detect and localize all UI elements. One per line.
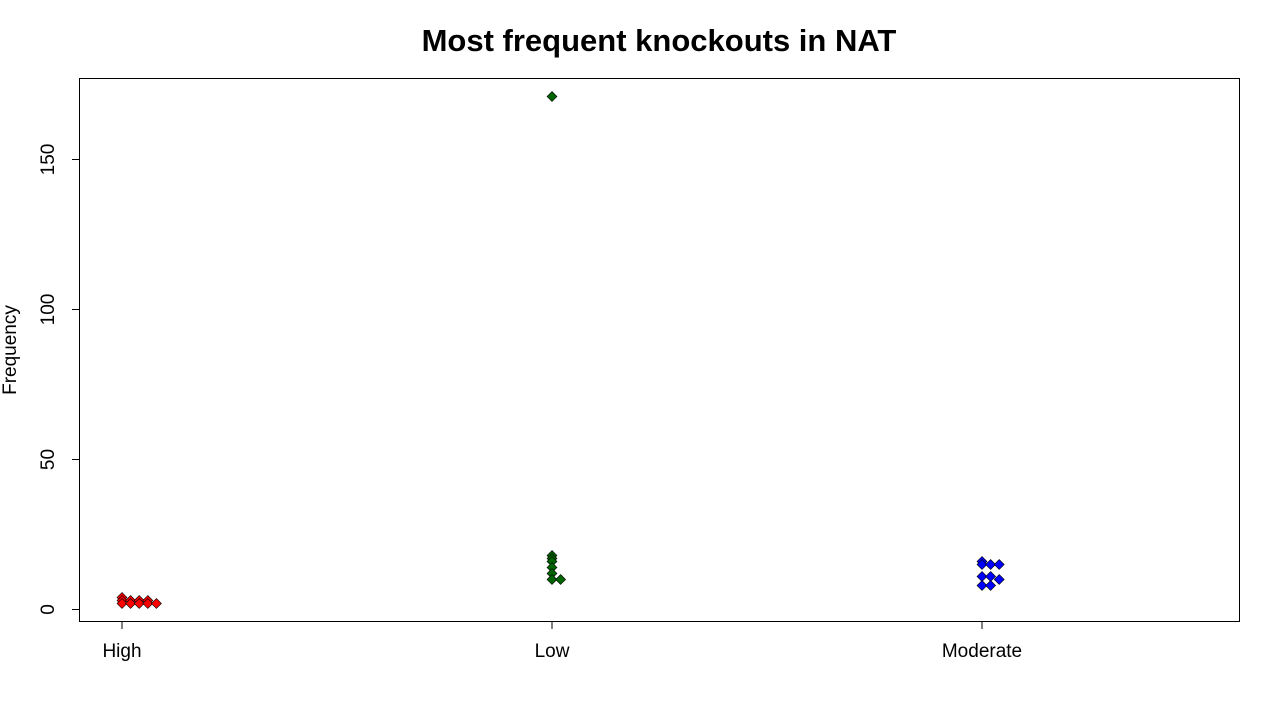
data-point-high <box>142 598 154 609</box>
data-point-high <box>125 598 137 609</box>
data-point-low <box>546 91 558 102</box>
x-tick-label: Low <box>535 641 570 662</box>
plot-frame <box>79 78 1240 622</box>
y-tick-label: 50 <box>38 449 59 470</box>
chart-title: Most frequent knockouts in NAT <box>422 23 897 58</box>
data-point-moderate <box>985 559 997 570</box>
y-axis-label: Frequency <box>0 305 21 395</box>
data-point-moderate <box>993 559 1005 570</box>
y-tick-label: 0 <box>38 604 59 615</box>
y-tick-label: 100 <box>38 294 59 326</box>
data-point-moderate <box>976 559 988 570</box>
data-point-moderate <box>976 580 988 591</box>
data-point-moderate <box>993 574 1005 585</box>
data-point-low <box>555 574 567 585</box>
x-tick-label: Moderate <box>942 641 1022 662</box>
data-point-moderate <box>985 580 997 591</box>
x-tick-label: High <box>102 641 141 662</box>
data-point-moderate <box>985 571 997 582</box>
data-point-high <box>150 598 162 609</box>
x-axis: High Low Moderate <box>102 621 1022 662</box>
y-axis: 0 50 100 150 <box>38 144 80 615</box>
data-point-high <box>116 598 128 609</box>
y-tick-label: 150 <box>38 144 59 176</box>
data-point-high <box>133 598 145 609</box>
data-point-low <box>546 574 558 585</box>
points-layer <box>116 91 1005 609</box>
